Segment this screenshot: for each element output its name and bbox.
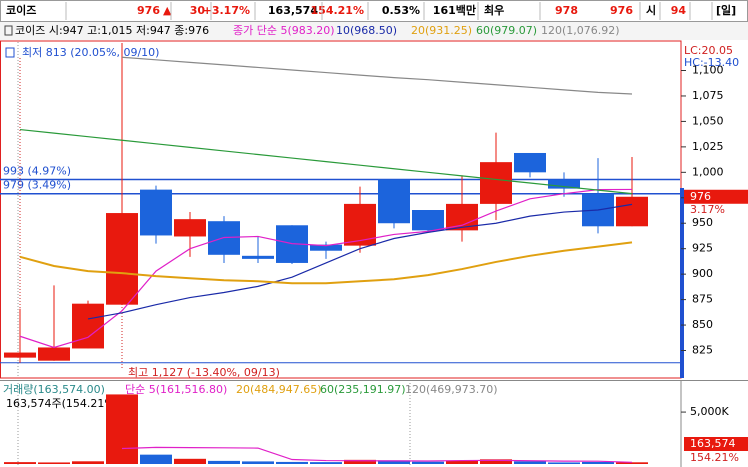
max-label: 최고 1,127 (-13.40%, 09/13) <box>128 366 280 379</box>
y-tick-label: 925 <box>692 242 713 255</box>
y-tick-label: 900 <box>692 267 713 280</box>
volume-bar <box>276 461 308 464</box>
y-tick-label: 1,000 <box>692 165 724 178</box>
legend-entry: 종가 단순 5(983.20) <box>233 24 335 37</box>
volume-bar <box>242 461 274 464</box>
lc-label: LC:20.05 <box>684 44 733 57</box>
legend-entry: 120(1,076.92) <box>541 24 620 37</box>
candle-body <box>310 244 342 251</box>
ma-line <box>121 56 633 95</box>
candle-body <box>412 210 444 231</box>
header-cell: [일] <box>716 3 736 17</box>
volume-bar <box>582 461 614 464</box>
min-icon <box>5 47 15 58</box>
candle-body <box>480 162 512 204</box>
candle-body <box>38 347 70 361</box>
volume-bar <box>38 462 70 464</box>
last-volume: 163,574 <box>690 437 736 450</box>
volume-bar <box>4 462 36 464</box>
scroll-indicator <box>680 188 684 378</box>
legend-entry: 60(979.07) <box>476 24 537 37</box>
volume-bar <box>514 461 546 464</box>
volume-bar <box>208 460 240 464</box>
legend-entry: 60(235,191.97) <box>320 383 406 396</box>
header-cell: 161백만 <box>433 3 476 17</box>
volume-bar <box>616 462 648 464</box>
legend-entry: 단순 5(161,516.80) <box>125 383 227 396</box>
volume-ma-line <box>121 446 633 463</box>
header-cell: 시 <box>646 4 656 17</box>
y-tick-label: 875 <box>692 293 713 306</box>
y-tick-label: 1,075 <box>692 89 724 102</box>
header-cell: 163,574 <box>268 4 318 17</box>
volume-bar <box>480 459 512 464</box>
volume-bar <box>344 459 376 464</box>
y-tick-label: 1,025 <box>692 140 724 153</box>
header-cell: 코이즈 <box>6 3 36 17</box>
volume-bar <box>412 461 444 464</box>
header-cell: 154.21% <box>311 4 364 17</box>
hc-label: HC:-13.40 <box>684 56 739 69</box>
volume-bar <box>174 458 206 464</box>
legend-icon <box>4 25 13 36</box>
volume-bar <box>106 394 138 464</box>
y-tick-label: 825 <box>692 344 713 357</box>
volume-bar <box>140 454 172 464</box>
volume-bar <box>378 460 410 464</box>
header-cell: ▲ <box>163 4 172 17</box>
header-cell: 976 <box>137 4 160 17</box>
y-tick-label: 5,000K <box>690 405 729 418</box>
y-tick-label: 1,100 <box>692 64 724 77</box>
legend-entry: 20(484,947.65) <box>236 383 322 396</box>
candle-body <box>344 203 376 246</box>
header-cell: 0.53% <box>382 4 420 17</box>
volume-bar <box>548 462 580 464</box>
candle-body <box>174 219 206 237</box>
y-tick-label: 850 <box>692 318 713 331</box>
legend-entry: 20(931.25) <box>411 24 472 37</box>
candle-body <box>514 152 546 173</box>
header-cell: 최우 <box>484 3 504 17</box>
legend-entry: 120(469,973.70) <box>405 383 498 396</box>
y-tick-label: 950 <box>692 216 713 229</box>
candle-body <box>378 179 410 224</box>
header-cell: 978 <box>555 4 578 17</box>
volume-label: 163,574주(154.21%) <box>6 397 119 410</box>
candle-body <box>4 352 36 358</box>
volume-bar <box>72 461 104 464</box>
y-tick-label: 1,050 <box>692 114 724 127</box>
legend-entry: 거래량(163,574.00) <box>3 383 105 396</box>
header-cell: +3.17% <box>203 4 250 17</box>
h-line-label: 979 (3.49%) <box>3 179 71 192</box>
candle-body <box>548 179 580 189</box>
legend-title: 코이즈 시:947 고:1,015 저:947 종:976 <box>15 24 209 37</box>
last-price-box <box>684 189 748 204</box>
candle-body <box>106 213 138 305</box>
min-label: 최저 813 (20.05%, 09/10) <box>22 46 159 59</box>
last-change: 3.17% <box>690 203 725 216</box>
candle-body <box>616 196 648 227</box>
header-cell: 976 <box>610 4 633 17</box>
header-cell: 94 <box>671 4 687 17</box>
ma-line <box>19 241 633 285</box>
last-price: 976 <box>690 190 711 203</box>
h-line-label: 993 (4.97%) <box>3 164 71 177</box>
volume-bar <box>310 462 342 464</box>
ma-line <box>19 128 633 195</box>
volume-bar <box>446 460 478 464</box>
legend-entry: 10(968.50) <box>336 24 397 37</box>
candle-body <box>72 303 104 349</box>
last-volume-box <box>684 437 748 451</box>
header-cell: 30 <box>190 4 206 17</box>
candle-body <box>242 255 274 259</box>
candle-body <box>140 189 172 236</box>
legend-bar <box>0 22 748 40</box>
ma-line <box>19 188 633 349</box>
ma-line <box>87 203 633 320</box>
last-volume-change: 154.21% <box>690 451 739 464</box>
header-bar <box>0 0 748 22</box>
